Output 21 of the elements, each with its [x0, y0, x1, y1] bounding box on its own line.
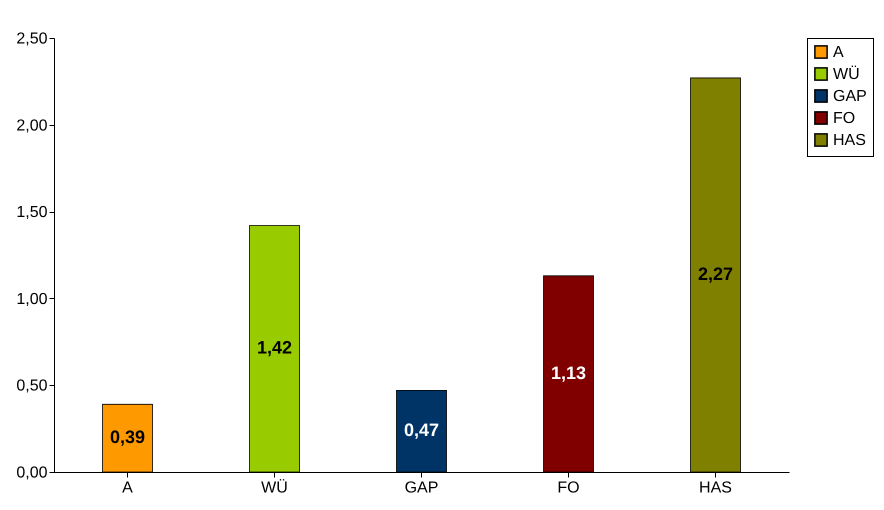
- y-tick-label: 0,00: [16, 464, 48, 482]
- legend-label: A: [833, 44, 844, 61]
- legend-label: HAS: [833, 132, 866, 149]
- x-tick-label: GAP: [404, 480, 438, 496]
- y-tick-label: 1,00: [16, 290, 48, 308]
- data-label: 2,27: [698, 264, 734, 284]
- y-tick-label: 2,50: [16, 30, 48, 48]
- data-label: 1,42: [256, 338, 292, 358]
- x-tick-label: FO: [557, 480, 580, 496]
- legend-label: WÜ: [833, 65, 860, 83]
- legend-label: GAP: [833, 88, 867, 105]
- x-tick-label: HAS: [699, 480, 732, 496]
- x-tick-label: WÜ: [261, 478, 288, 496]
- data-label: 1,13: [550, 362, 586, 383]
- y-tick-label: 2,00: [16, 117, 48, 134]
- data-label: 0,39: [110, 427, 146, 448]
- y-tick-label: 1,50: [16, 204, 48, 222]
- legend-label: FO: [833, 110, 856, 127]
- y-tick-label: 0,50: [16, 378, 48, 395]
- data-label: 0,47: [404, 420, 440, 440]
- x-tick-label: A: [122, 480, 134, 496]
